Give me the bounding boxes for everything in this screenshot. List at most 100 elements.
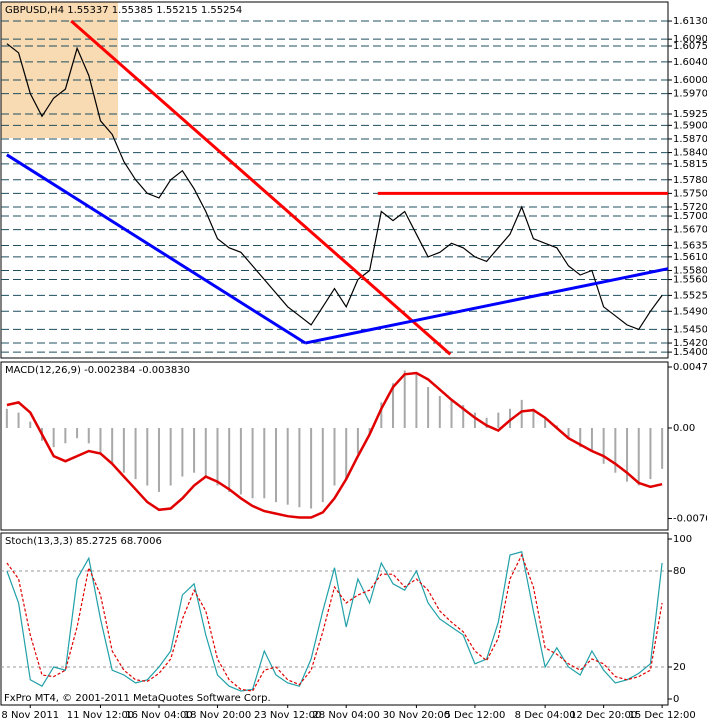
- trend-line: [304, 267, 669, 345]
- histogram-bar: [392, 383, 395, 428]
- series-line: [6, 551, 663, 692]
- histogram-bar: [29, 421, 32, 428]
- histogram-bar: [76, 427, 79, 439]
- x-tick-label: 16 Nov 04:00: [125, 710, 192, 721]
- histogram-bar: [146, 427, 149, 486]
- panel-frame: [0, 361, 669, 531]
- histogram-bar: [579, 427, 582, 448]
- y-tick-label: 0: [673, 694, 679, 705]
- y-tick-label: 1.5580: [673, 265, 707, 276]
- histogram-bar: [321, 427, 324, 503]
- x-tick-label: 30 Nov 20:00: [383, 710, 450, 721]
- x-tick-label: 11 Nov 12:00: [67, 710, 134, 721]
- footer: FxPro MT4, © 2001-2011 MetaQuotes Softwa…: [4, 693, 271, 704]
- histogram-bar: [122, 427, 125, 473]
- histogram-bar: [415, 374, 418, 428]
- y-tick-label: 80: [673, 566, 686, 577]
- histogram-bar: [298, 427, 301, 508]
- x-tick-label: 28 Nov 04:00: [312, 710, 379, 721]
- histogram-bar: [356, 427, 359, 454]
- y-tick-label: 1.5635: [673, 241, 707, 252]
- trend-line: [70, 19, 452, 356]
- y-tick-label: 1.5840: [673, 148, 707, 159]
- y-tick-label: 1.6130: [673, 16, 707, 27]
- y-tick-label: -0.00708: [673, 513, 707, 524]
- series-line: [6, 553, 663, 692]
- histogram-bar: [590, 427, 593, 451]
- panel-title: Stoch(13,3,3) 85.2725 68.7006: [5, 536, 162, 547]
- series-line: [6, 371, 663, 519]
- histogram-bar: [64, 427, 67, 444]
- histogram-bar: [99, 427, 102, 454]
- histogram-bar: [181, 427, 184, 477]
- histogram-bar: [193, 427, 196, 473]
- histogram-bar: [626, 427, 629, 482]
- panel-title: MACD(12,26,9) -0.002384 -0.003830: [5, 365, 190, 376]
- y-tick-label: 1.5700: [673, 211, 707, 222]
- histogram-bar: [473, 412, 476, 428]
- y-tick-label: 20: [673, 662, 686, 673]
- histogram-bar: [649, 427, 652, 480]
- histogram-bar: [169, 427, 172, 486]
- y-tick-label: 1.5560: [673, 275, 707, 286]
- y-tick-label: 1.5900: [673, 120, 707, 131]
- y-tick-label: 1.5525: [673, 290, 707, 301]
- histogram-bar: [602, 427, 605, 464]
- histogram-bar: [450, 399, 453, 428]
- histogram-bar: [497, 412, 500, 428]
- y-tick-label: 0.00: [673, 423, 695, 434]
- histogram-bar: [637, 427, 640, 486]
- panel-title: GBPUSD,H4 1.55337 1.55385 1.55215 1.5525…: [5, 5, 242, 16]
- y-tick-label: 1.5720: [673, 202, 707, 213]
- histogram-bar: [263, 427, 266, 499]
- histogram-bar: [661, 427, 664, 469]
- histogram-bar: [532, 408, 535, 428]
- histogram-bar: [485, 417, 488, 428]
- y-tick-label: 1.5750: [673, 188, 707, 199]
- y-tick-label: 1.5970: [673, 89, 707, 100]
- histogram-bar: [228, 427, 231, 492]
- histogram-bar: [286, 427, 289, 505]
- highlight-box: [1, 2, 118, 138]
- histogram-bar: [438, 396, 441, 428]
- y-tick-label: 0.00477: [673, 362, 707, 373]
- y-tick-label: 1.6075: [673, 41, 707, 52]
- x-tick-label: 15 Dec 12:00: [629, 710, 696, 721]
- y-tick-label: 1.5420: [673, 338, 707, 349]
- histogram-bar: [134, 427, 137, 480]
- histogram-bar: [520, 399, 523, 428]
- histogram-bar: [509, 408, 512, 428]
- y-tick-label: 1.5925: [673, 109, 707, 120]
- histogram-bar: [52, 427, 55, 448]
- y-tick-label: 1.5400: [673, 347, 707, 358]
- y-tick-label: 1.5490: [673, 306, 707, 317]
- histogram-bar: [403, 370, 406, 428]
- x-tick-label: 12 Dec 20:00: [570, 710, 637, 721]
- x-tick-label: 5 Dec 12:00: [444, 710, 505, 721]
- y-tick-label: 1.5610: [673, 252, 707, 263]
- histogram-bar: [310, 427, 313, 509]
- histogram-bar: [333, 427, 336, 486]
- y-tick-label: 1.5450: [673, 324, 707, 335]
- trend-line: [6, 153, 307, 345]
- histogram-bar: [17, 412, 20, 428]
- histogram-bar: [345, 427, 348, 480]
- histogram-bar: [567, 427, 570, 439]
- y-tick-label: 1.5670: [673, 225, 707, 236]
- histogram-bar: [274, 427, 277, 503]
- histogram-bar: [216, 427, 219, 486]
- x-tick-label: 8 Dec 04:00: [515, 710, 576, 721]
- x-tick-label: 23 Nov 12:00: [254, 710, 321, 721]
- series-line: [6, 43, 663, 331]
- x-tick-label: 8 Nov 2011: [1, 710, 59, 721]
- panel-frame: [0, 532, 669, 706]
- histogram-bar: [380, 402, 383, 428]
- histogram-bar: [204, 427, 207, 477]
- y-tick-label: 1.5870: [673, 134, 707, 145]
- histogram-bar: [87, 427, 90, 444]
- histogram-bar: [427, 387, 430, 428]
- histogram-bar: [157, 427, 160, 492]
- histogram-bar: [239, 427, 242, 495]
- histogram-bar: [111, 427, 114, 464]
